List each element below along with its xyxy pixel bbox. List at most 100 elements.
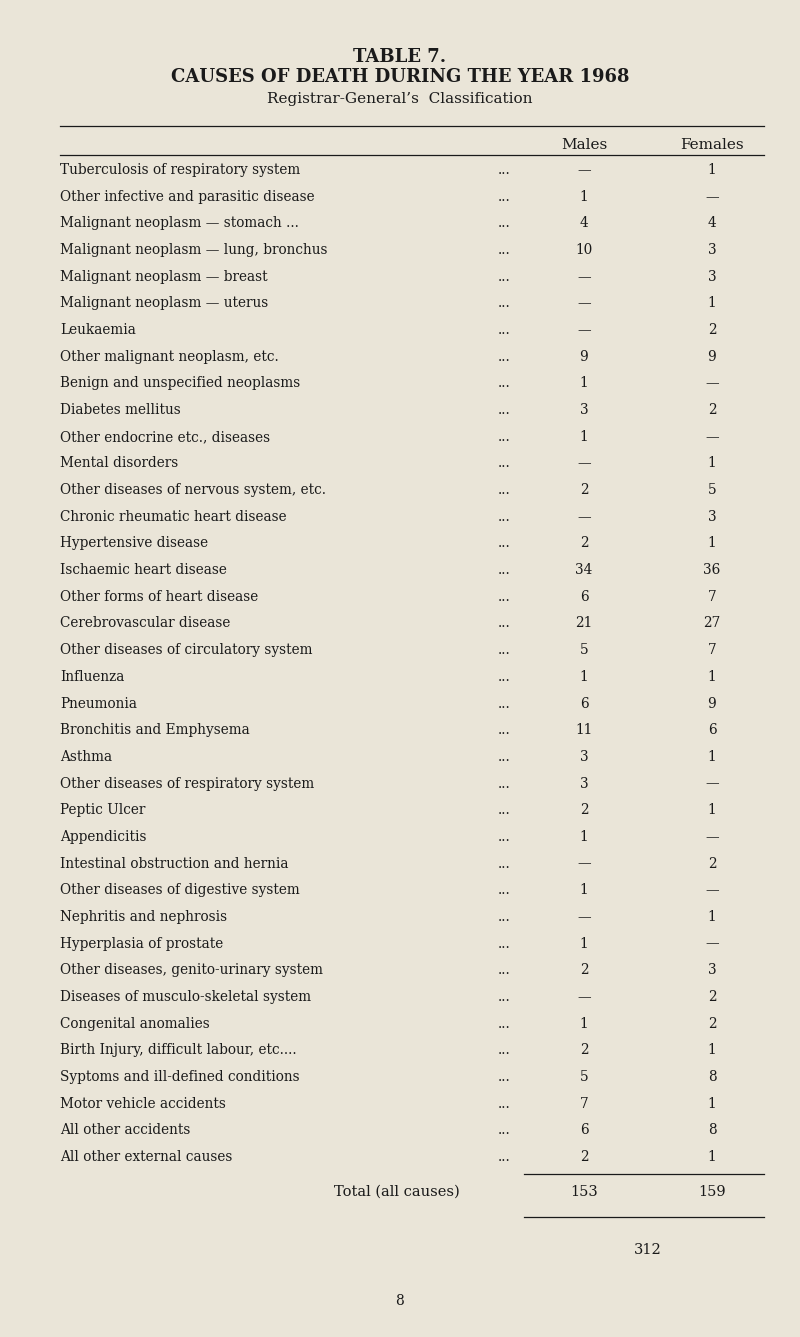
Text: Leukaemia: Leukaemia [60, 324, 136, 337]
Text: Other endocrine etc., diseases: Other endocrine etc., diseases [60, 429, 270, 444]
Text: 6: 6 [580, 697, 588, 710]
Text: ...: ... [498, 377, 510, 390]
Text: ...: ... [498, 350, 510, 364]
Text: Hyperplasia of prostate: Hyperplasia of prostate [60, 936, 223, 951]
Text: ...: ... [498, 670, 510, 683]
Text: ...: ... [498, 1070, 510, 1084]
Text: Malignant neoplasm — breast: Malignant neoplasm — breast [60, 270, 268, 283]
Text: Other diseases of digestive system: Other diseases of digestive system [60, 884, 300, 897]
Text: 9: 9 [708, 697, 716, 710]
Text: Influenza: Influenza [60, 670, 124, 683]
Text: 9: 9 [580, 350, 588, 364]
Text: ...: ... [498, 483, 510, 497]
Text: Syptoms and ill-defined conditions: Syptoms and ill-defined conditions [60, 1070, 300, 1084]
Text: Benign and unspecified neoplasms: Benign and unspecified neoplasms [60, 377, 300, 390]
Text: Diseases of musculo-skeletal system: Diseases of musculo-skeletal system [60, 989, 311, 1004]
Text: Pneumonia: Pneumonia [60, 697, 137, 710]
Text: 8: 8 [708, 1070, 716, 1084]
Text: 8: 8 [708, 1123, 716, 1138]
Text: TABLE 7.: TABLE 7. [354, 48, 446, 66]
Text: —: — [577, 297, 591, 310]
Text: ...: ... [498, 163, 510, 176]
Text: ...: ... [498, 830, 510, 844]
Text: ...: ... [498, 217, 510, 230]
Text: All other accidents: All other accidents [60, 1123, 190, 1138]
Text: Registrar-General’s  Classification: Registrar-General’s Classification [267, 92, 533, 106]
Text: 1: 1 [708, 1096, 716, 1111]
Text: —: — [577, 163, 591, 176]
Text: —: — [705, 429, 719, 444]
Text: Other forms of heart disease: Other forms of heart disease [60, 590, 258, 604]
Text: ...: ... [498, 989, 510, 1004]
Text: 1: 1 [708, 750, 716, 763]
Text: 3: 3 [708, 243, 716, 257]
Text: 9: 9 [708, 350, 716, 364]
Text: 2: 2 [708, 1016, 716, 1031]
Text: ...: ... [498, 324, 510, 337]
Text: ...: ... [498, 1123, 510, 1138]
Text: 2: 2 [708, 404, 716, 417]
Text: ...: ... [498, 536, 510, 551]
Text: 2: 2 [580, 1150, 588, 1165]
Text: Intestinal obstruction and hernia: Intestinal obstruction and hernia [60, 857, 289, 870]
Text: ...: ... [498, 1043, 510, 1058]
Text: 2: 2 [708, 324, 716, 337]
Text: 7: 7 [708, 590, 716, 604]
Text: 1: 1 [580, 936, 588, 951]
Text: 153: 153 [570, 1185, 598, 1198]
Text: Appendicitis: Appendicitis [60, 830, 146, 844]
Text: ...: ... [498, 777, 510, 790]
Text: 6: 6 [580, 590, 588, 604]
Text: ...: ... [498, 429, 510, 444]
Text: 5: 5 [580, 643, 588, 658]
Text: Other diseases of nervous system, etc.: Other diseases of nervous system, etc. [60, 483, 326, 497]
Text: Other malignant neoplasm, etc.: Other malignant neoplasm, etc. [60, 350, 278, 364]
Text: ...: ... [498, 1016, 510, 1031]
Text: 1: 1 [708, 1150, 716, 1165]
Text: ...: ... [498, 936, 510, 951]
Text: 10: 10 [575, 243, 593, 257]
Text: ...: ... [498, 616, 510, 631]
Text: 3: 3 [708, 963, 716, 977]
Text: ...: ... [498, 1096, 510, 1111]
Text: ...: ... [498, 697, 510, 710]
Text: 3: 3 [580, 404, 588, 417]
Text: 2: 2 [580, 483, 588, 497]
Text: ...: ... [498, 297, 510, 310]
Text: Other infective and parasitic disease: Other infective and parasitic disease [60, 190, 314, 203]
Text: —: — [577, 324, 591, 337]
Text: Hypertensive disease: Hypertensive disease [60, 536, 208, 551]
Text: 1: 1 [580, 377, 588, 390]
Text: Malignant neoplasm — stomach ...: Malignant neoplasm — stomach ... [60, 217, 299, 230]
Text: —: — [577, 910, 591, 924]
Text: Ischaemic heart disease: Ischaemic heart disease [60, 563, 227, 578]
Text: 8: 8 [396, 1294, 404, 1308]
Text: Malignant neoplasm — lung, bronchus: Malignant neoplasm — lung, bronchus [60, 243, 327, 257]
Text: Malignant neoplasm — uterus: Malignant neoplasm — uterus [60, 297, 268, 310]
Text: Other diseases, genito-urinary system: Other diseases, genito-urinary system [60, 963, 323, 977]
Text: 2: 2 [708, 989, 716, 1004]
Text: Diabetes mellitus: Diabetes mellitus [60, 404, 181, 417]
Text: 27: 27 [703, 616, 721, 631]
Text: 1: 1 [708, 536, 716, 551]
Text: —: — [705, 884, 719, 897]
Text: Total (all causes): Total (all causes) [334, 1185, 460, 1198]
Text: Mental disorders: Mental disorders [60, 456, 178, 471]
Text: ...: ... [498, 190, 510, 203]
Text: ...: ... [498, 456, 510, 471]
Text: 2: 2 [708, 857, 716, 870]
Text: 1: 1 [580, 1016, 588, 1031]
Text: 7: 7 [580, 1096, 588, 1111]
Text: —: — [577, 857, 591, 870]
Text: 3: 3 [580, 750, 588, 763]
Text: 1: 1 [708, 804, 716, 817]
Text: 3: 3 [708, 509, 716, 524]
Text: —: — [577, 989, 591, 1004]
Text: 2: 2 [580, 963, 588, 977]
Text: Asthma: Asthma [60, 750, 112, 763]
Text: ...: ... [498, 590, 510, 604]
Text: ...: ... [498, 963, 510, 977]
Text: 6: 6 [580, 1123, 588, 1138]
Text: 21: 21 [575, 616, 593, 631]
Text: All other external causes: All other external causes [60, 1150, 232, 1165]
